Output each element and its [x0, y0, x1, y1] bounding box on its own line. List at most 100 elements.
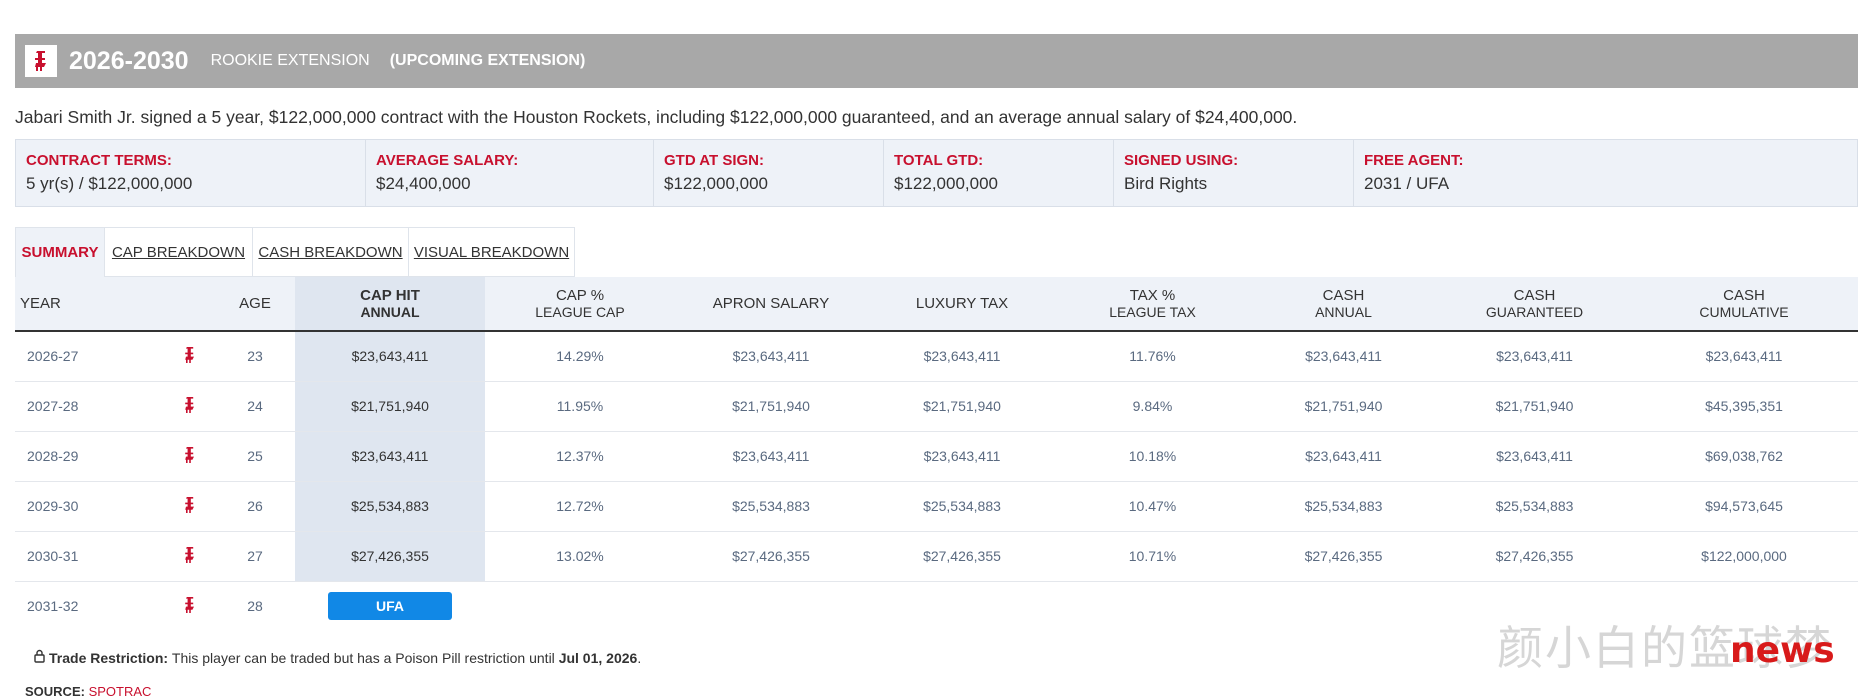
lock-icon: [33, 649, 46, 666]
cash-annual-cell: $21,751,940: [1304, 398, 1383, 414]
term-label: AVERAGE SALARY:: [376, 152, 519, 169]
cap-pct-cell: 14.29%: [556, 348, 604, 365]
term-value: $24,400,000: [376, 174, 471, 193]
col-apron: APRON SALARY: [675, 277, 867, 332]
cash-annual-cell: $23,643,411: [1305, 448, 1382, 464]
luxury-cell: $21,751,940: [923, 398, 1001, 414]
tab-visual-breakdown[interactable]: VISUAL BREAKDOWN: [409, 227, 575, 277]
term-value: Bird Rights: [1124, 174, 1208, 193]
table-row: 2028-29 25 $23,643,411 12.37% $23,643,411 $23…: [15, 431, 1858, 481]
source-line: SOURCE: SPOTRAC: [15, 684, 1858, 699]
ufa-badge: UFA: [328, 592, 452, 621]
cap-pct-cell: 11.95%: [556, 398, 604, 414]
term-label: SIGNED USING:: [1124, 152, 1239, 169]
tax-pct-cell: 10.71%: [1128, 548, 1177, 564]
rockets-logo-icon: [182, 395, 198, 418]
contract-table: YEAR AGE CAP HIT ANNUAL CAP % LEAGUE CAP A…: [15, 277, 1858, 631]
luxury-cell: $27,426,355: [923, 548, 1001, 564]
cap-hit-cell: $23,643,411: [295, 431, 485, 481]
contract-terms: CONTRACT TERMS: 5 yr(s) / $122,000,000 A…: [15, 139, 1858, 207]
contract-years: 2026-2030: [69, 46, 189, 75]
contract-status: (UPCOMING EXTENSION): [389, 52, 586, 69]
cash-gtd-cell: $23,643,411: [1496, 448, 1573, 464]
age-cell: 27: [247, 548, 263, 564]
luxury-cell: $23,643,411: [923, 448, 1001, 464]
contract-type: ROOKIE EXTENSION: [210, 52, 370, 69]
year-cell: 2029-30: [27, 498, 79, 514]
source-link[interactable]: SPOTRAC: [88, 684, 152, 699]
year-cell: 2028-29: [27, 448, 79, 464]
rockets-logo-icon: [25, 45, 57, 77]
breakdown-tabs: SUMMARY CAP BREAKDOWN CASH BREAKDOWN VIS…: [15, 227, 1858, 277]
rockets-logo-icon: [182, 345, 198, 368]
tax-pct-cell: 10.47%: [1128, 498, 1177, 514]
watermark-text: 颜小白的篮球梦: [1497, 622, 1833, 674]
apron-cell: $27,426,355: [732, 548, 810, 564]
trade-restriction-text: This player can be traded but has a Pois…: [171, 649, 555, 666]
col-year: YEAR: [15, 277, 165, 332]
apron-cell: $23,643,411: [732, 348, 810, 365]
col-cash-gtd: CASH GUARANTEED: [1439, 277, 1630, 332]
cash-cum-cell: $23,643,411: [1705, 348, 1783, 365]
age-cell: 23: [247, 348, 263, 365]
team-cell: [165, 581, 215, 631]
age-cell: 24: [247, 398, 263, 414]
cap-hit-cell: UFA: [295, 581, 485, 631]
col-cap-pct: CAP % LEAGUE CAP: [485, 277, 675, 332]
cash-cum-cell: $45,395,351: [1705, 398, 1783, 414]
rockets-logo-icon: [182, 495, 198, 518]
cash-gtd-cell: $27,426,355: [1495, 548, 1574, 564]
tab-summary[interactable]: SUMMARY: [15, 227, 105, 277]
col-cash-annual: CASH ANNUAL: [1248, 277, 1439, 332]
term-label: TOTAL GTD:: [894, 152, 984, 169]
term-signed-using: SIGNED USING: Bird Rights: [1114, 140, 1354, 206]
cash-gtd-cell: $25,534,883: [1495, 498, 1574, 514]
trade-restriction-label: Trade Restriction:: [49, 649, 169, 666]
table-row: 2027-28 24 $21,751,940 11.95% $21,751,940 $21…: [15, 381, 1858, 431]
table-row: 2029-30 26 $25,534,883 12.72% $25,534,883 $25…: [15, 481, 1858, 531]
col-team: [165, 277, 215, 332]
col-tax-pct: TAX % LEAGUE TAX: [1057, 277, 1248, 332]
table-row: 2026-27 23 $23,643,411 14.29% $23,643,411 $23…: [15, 331, 1858, 381]
trade-restriction: Trade Restriction: This player can be tr…: [15, 649, 1858, 666]
tax-pct-cell: 10.18%: [1128, 448, 1177, 464]
contract-panel: 2026-2030 ROOKIE EXTENSION (UPCOMING EXT…: [15, 34, 1858, 699]
col-age: AGE: [215, 277, 295, 332]
apron-cell: $21,751,940: [732, 398, 810, 414]
term-label: CONTRACT TERMS:: [26, 152, 172, 169]
rockets-logo-icon: [182, 545, 198, 568]
term-value: $122,000,000: [894, 174, 998, 193]
source-label: SOURCE:: [25, 684, 85, 699]
apron-cell: $23,643,411: [732, 448, 810, 464]
cash-annual-cell: $25,534,883: [1304, 498, 1383, 514]
cap-hit-cell: $21,751,940: [295, 381, 485, 431]
term-total-gtd: TOTAL GTD: $122,000,000: [884, 140, 1114, 206]
term-gtd-at-sign: GTD AT SIGN: $122,000,000: [654, 140, 884, 206]
trade-restriction-date: Jul 01, 2026: [558, 649, 638, 666]
tab-cash-breakdown[interactable]: CASH BREAKDOWN: [253, 227, 409, 277]
col-cap-hit: CAP HIT ANNUAL: [295, 277, 485, 332]
luxury-cell: $23,643,411: [923, 348, 1001, 365]
year-cell: 2026-27: [27, 348, 79, 365]
cash-cum-cell: $69,038,762: [1705, 448, 1783, 464]
cash-gtd-cell: $21,751,940: [1495, 398, 1574, 414]
term-value: $122,000,000: [664, 174, 768, 193]
contract-header: 2026-2030 ROOKIE EXTENSION (UPCOMING EXT…: [15, 34, 1858, 88]
cap-hit-cell: $23,643,411: [295, 331, 485, 381]
luxury-cell: $25,534,883: [923, 498, 1001, 514]
year-cell: 2030-31: [27, 548, 79, 564]
term-value: 5 yr(s) / $122,000,000: [26, 174, 193, 193]
year-cell: 2027-28: [27, 398, 79, 414]
watermark-news: news: [1730, 630, 1835, 671]
rockets-logo-icon: [182, 595, 198, 618]
col-cash-cum: CASH CUMULATIVE: [1630, 277, 1858, 332]
cash-annual-cell: $23,643,411: [1305, 348, 1382, 365]
table-row: 2030-31 27 $27,426,355 13.02% $27,426,355 $27…: [15, 531, 1858, 581]
contract-description: Jabari Smith Jr. signed a 5 year, $122,0…: [15, 107, 1298, 127]
rockets-logo-icon: [182, 445, 198, 468]
cap-pct-cell: 13.02%: [556, 548, 604, 564]
cash-cum-cell: $94,573,645: [1705, 498, 1783, 514]
cap-hit-cell: $27,426,355: [295, 531, 485, 581]
tab-cap-breakdown[interactable]: CAP BREAKDOWN: [105, 227, 253, 277]
team-cell: [165, 531, 215, 581]
